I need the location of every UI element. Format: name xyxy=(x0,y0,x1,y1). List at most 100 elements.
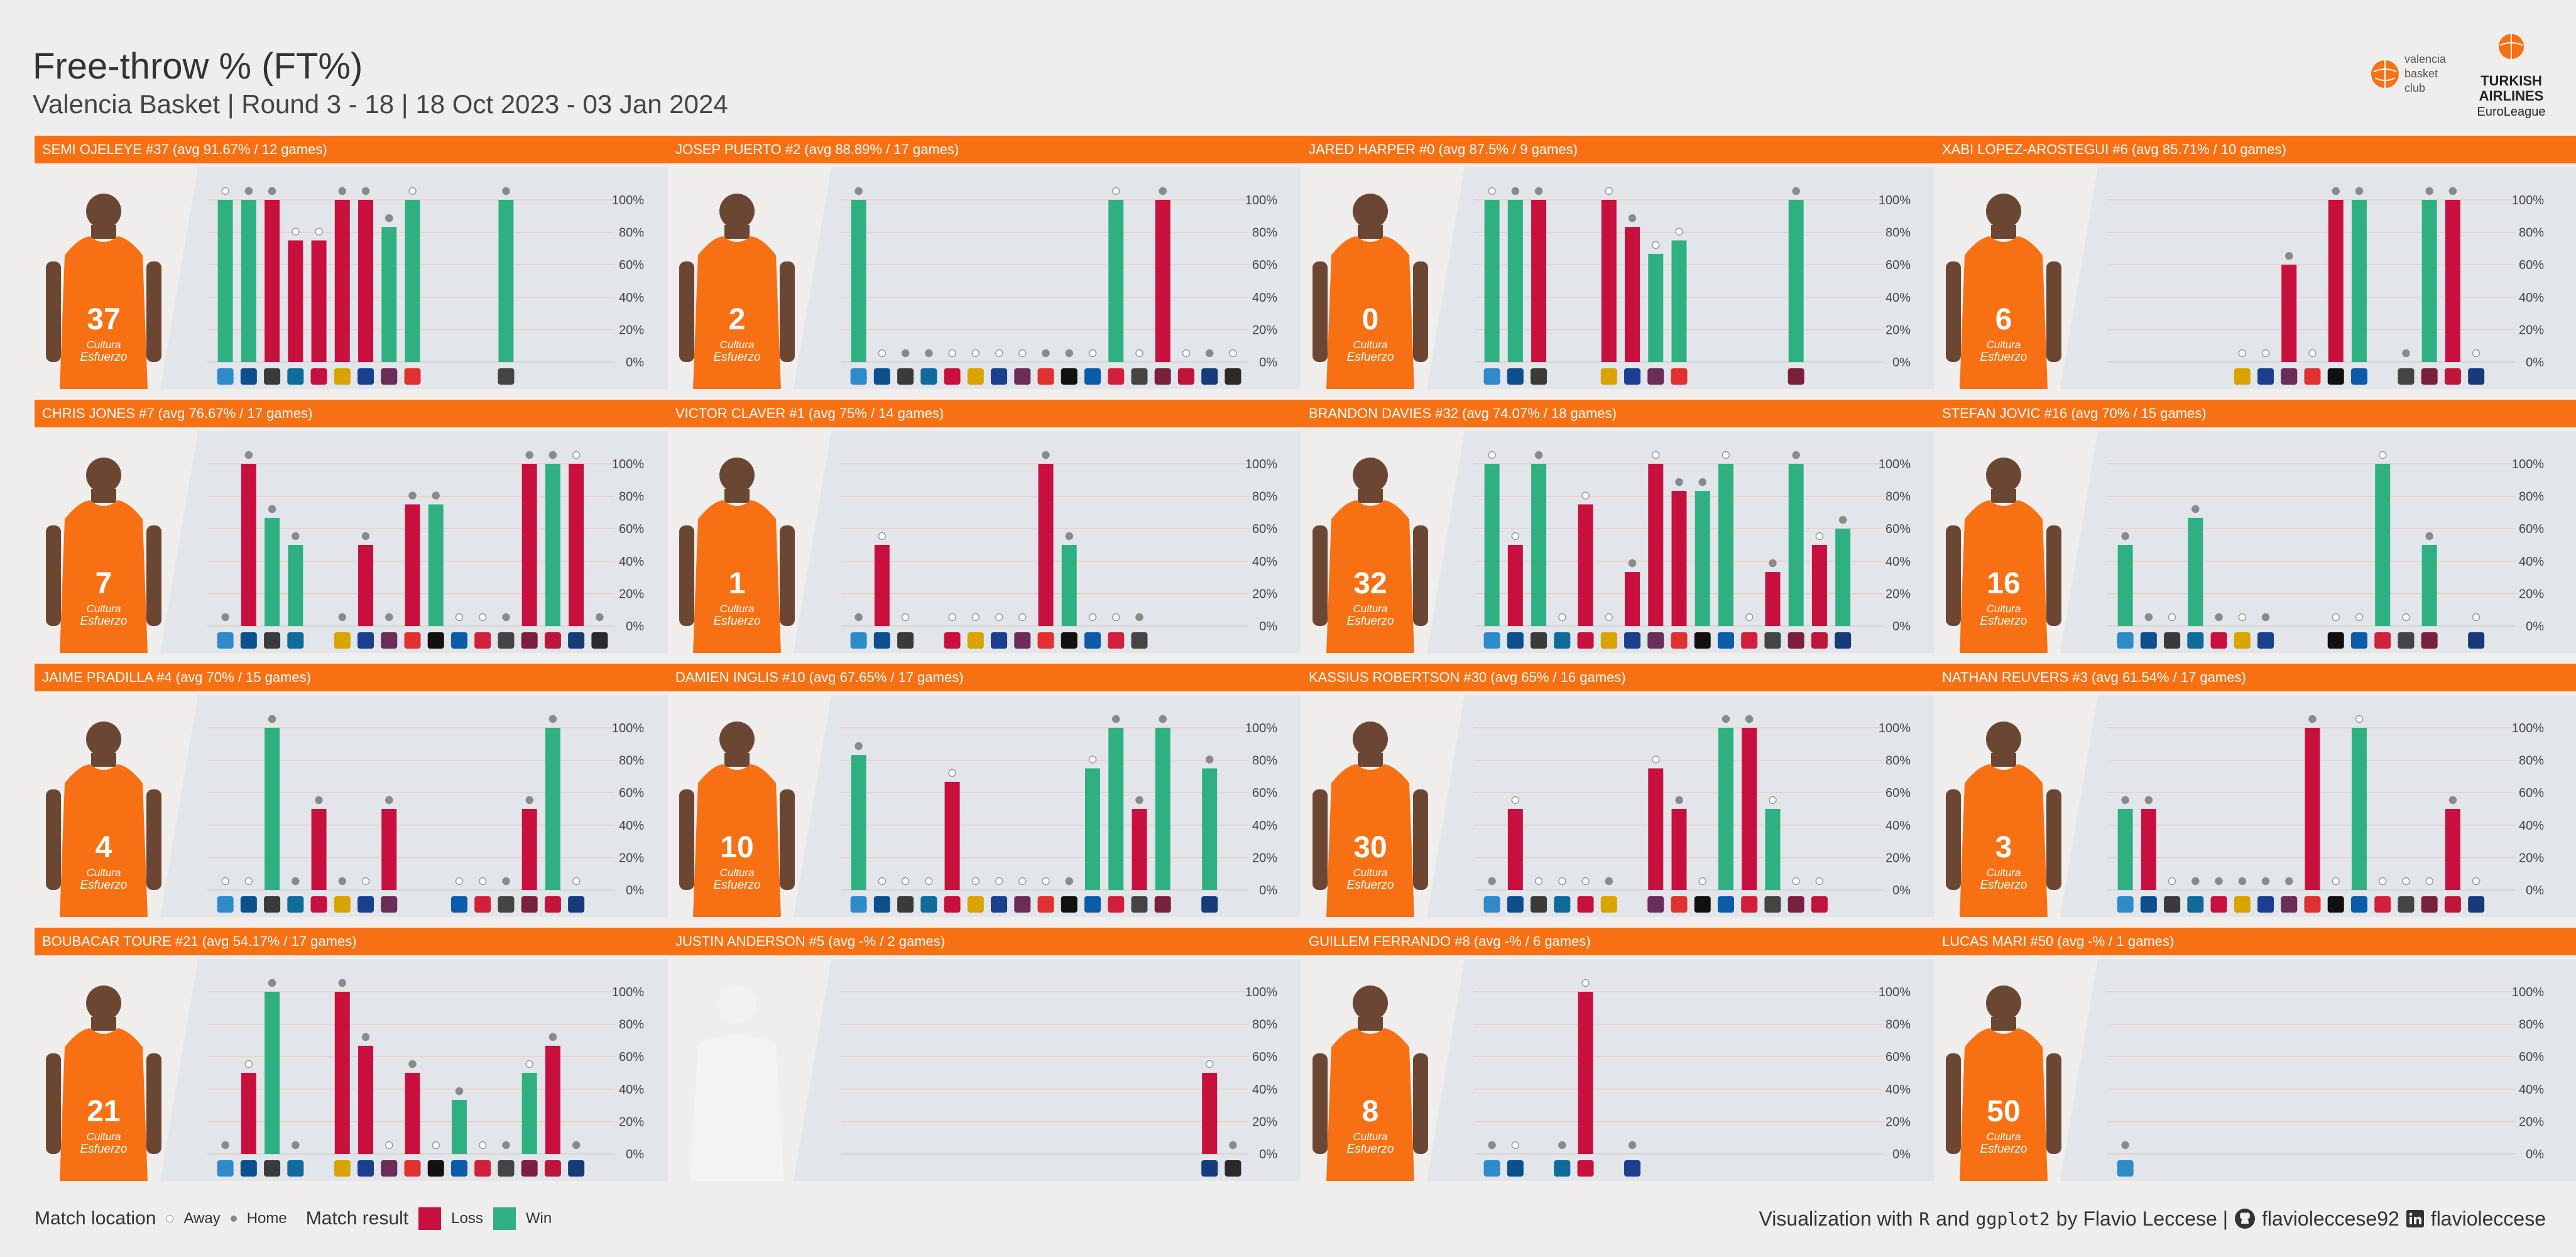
home-marker xyxy=(1065,349,1073,358)
player-head xyxy=(719,458,755,493)
opponent-logo-icon xyxy=(1694,632,1711,649)
ft-bar xyxy=(521,1073,537,1154)
linkedin-handle[interactable]: flavioleccese xyxy=(2430,1207,2546,1230)
jersey-number: 0 xyxy=(1362,303,1379,336)
opponent-logo-icon xyxy=(1531,896,1547,913)
github-icon[interactable] xyxy=(2234,1208,2256,1229)
away-marker xyxy=(1229,349,1237,358)
ft-bar xyxy=(2305,728,2320,890)
jersey-sponsor-1: Cultura xyxy=(87,603,121,615)
y-tick-label: 100% xyxy=(2512,458,2544,471)
opponent-logo-icon xyxy=(310,896,327,913)
plot-background xyxy=(1427,431,1950,653)
opponent-logo-icon xyxy=(2444,368,2461,385)
player-header: GUILLEM FERRANDO #8 (avg -% / 6 games) xyxy=(1301,928,1950,955)
opponent-logo-icon xyxy=(2187,896,2204,913)
away-marker xyxy=(878,349,887,358)
linkedin-icon[interactable] xyxy=(2406,1209,2425,1228)
ft-bar xyxy=(288,240,303,362)
home-marker xyxy=(455,1087,464,1095)
opponent-logo-icon xyxy=(381,632,398,649)
home-marker xyxy=(385,796,393,804)
opponent-logo-icon xyxy=(1647,368,1664,385)
y-tick-label: 0% xyxy=(626,884,644,897)
ft-bar xyxy=(334,200,350,362)
opponent-logo-icon xyxy=(591,632,608,649)
player-jersey xyxy=(1326,764,1414,917)
jersey-number: 37 xyxy=(87,303,120,336)
ft-bar xyxy=(405,1073,420,1154)
ft-bar xyxy=(311,809,327,890)
player-neck xyxy=(724,489,750,503)
jersey-sponsor-2: Esfuerzo xyxy=(80,615,128,628)
away-marker xyxy=(1652,241,1660,250)
home-marker xyxy=(1745,715,1754,723)
club-line-1: valencia xyxy=(2404,53,2447,65)
home-marker xyxy=(502,187,510,195)
y-tick-label: 100% xyxy=(1879,722,1911,735)
legend: Match location Away Home Match result Lo… xyxy=(35,1203,552,1234)
home-marker xyxy=(2215,877,2223,886)
opponent-logo-icon xyxy=(1483,1160,1500,1177)
away-marker xyxy=(1652,451,1660,459)
opponent-logo-icon xyxy=(2468,632,2485,649)
y-tick-label: 60% xyxy=(1252,258,1277,272)
away-marker xyxy=(1605,187,1613,195)
ft-bar xyxy=(2117,809,2133,890)
opponent-logo-icon xyxy=(381,896,398,913)
player-arm-left xyxy=(1313,525,1328,626)
ft-bar xyxy=(1038,464,1054,626)
opponent-logo-icon xyxy=(2140,896,2157,913)
opponent-logo-icon xyxy=(450,896,467,913)
opponent-logo-icon xyxy=(450,1160,467,1177)
away-marker xyxy=(1605,613,1613,622)
home-marker xyxy=(2308,715,2317,723)
ft-bar xyxy=(851,200,866,362)
player-arm-right xyxy=(146,525,161,626)
y-tick-label: 20% xyxy=(1252,851,1277,865)
player-arm-left xyxy=(46,525,61,626)
ft-bar xyxy=(1507,809,1523,890)
away-marker xyxy=(2402,877,2410,886)
y-tick-label: 60% xyxy=(619,786,644,800)
player-arm-left xyxy=(679,789,694,890)
opponent-logo-icon xyxy=(991,632,1008,649)
y-tick-label: 0% xyxy=(1892,620,1911,634)
opponent-logo-icon xyxy=(1600,368,1617,385)
opponent-logo-icon xyxy=(1037,632,1054,649)
player-panel: GUILLEM FERRANDO #8 (avg -% / 6 games) 0%… xyxy=(1301,928,1950,1181)
league-line-2: AIRLINES xyxy=(2479,88,2544,104)
jersey-sponsor-2: Esfuerzo xyxy=(80,351,128,364)
ft-bar xyxy=(2281,265,2297,362)
away-marker xyxy=(361,877,370,886)
ft-bar xyxy=(944,781,960,890)
opponent-logo-icon xyxy=(1531,632,1547,649)
y-tick-label: 100% xyxy=(612,722,644,735)
away-marker xyxy=(2472,877,2480,886)
opponent-logo-icon xyxy=(991,368,1008,385)
player-panel: LUCAS MARI #50 (avg -% / 1 games) 0% 20% 40… xyxy=(1935,928,2576,1181)
y-tick-label: 60% xyxy=(1886,522,1911,536)
player-jersey xyxy=(693,236,781,389)
player-header: JOSEP PUERTO #2 (avg 88.89% / 17 games) xyxy=(668,136,1316,163)
away-marker xyxy=(1534,877,1543,886)
jersey-number: 1 xyxy=(729,567,746,600)
home-marker xyxy=(2425,532,2433,541)
github-handle[interactable]: flavioleccese92 xyxy=(2262,1207,2399,1230)
away-marker xyxy=(221,187,229,195)
opponent-logo-icon xyxy=(1835,632,1852,649)
player-neck xyxy=(1358,1017,1383,1031)
opponent-logo-icon xyxy=(498,632,515,649)
opponent-logo-icon xyxy=(2140,632,2157,649)
opponent-logo-icon xyxy=(1084,632,1101,649)
opponent-logo-icon xyxy=(897,368,914,385)
ft-bar xyxy=(1108,200,1124,362)
opponent-logo-icon xyxy=(2234,632,2251,649)
ft-bar xyxy=(1531,464,1547,626)
home-marker xyxy=(2448,187,2457,195)
player-head xyxy=(1986,722,2021,757)
home-marker xyxy=(268,187,276,195)
